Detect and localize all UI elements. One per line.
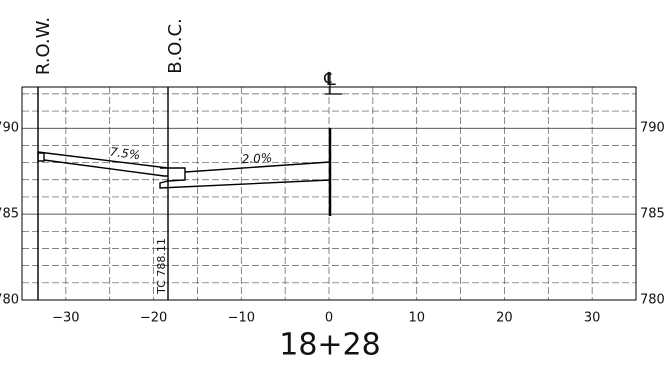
sidewalk-end	[37, 152, 45, 162]
x-tick-label: 10	[408, 311, 425, 326]
x-tick-label: −20	[140, 311, 167, 326]
sidewalk	[37, 151, 169, 177]
centerline-label: ℄	[323, 69, 336, 90]
x-tick-label: 0	[325, 311, 333, 326]
curb	[159, 167, 331, 189]
y-tick-label: 785	[640, 207, 665, 222]
row-label: R.O.W.	[33, 17, 54, 75]
frame	[21, 86, 637, 301]
slope-label: 2.0%	[241, 151, 272, 167]
y-tick-label: 790	[640, 121, 665, 136]
boc-label: B.O.C.	[165, 18, 186, 74]
x-tick-label: −10	[228, 311, 255, 326]
slope-label: 7.5%	[109, 145, 141, 163]
y-tick-label: 780	[0, 293, 19, 308]
x-tick-label: 20	[496, 311, 513, 326]
tc-label: TC 788.11	[155, 238, 168, 295]
y-tick-label: 780	[640, 293, 665, 308]
pavement	[184, 161, 331, 173]
y-tick-label: 785	[0, 207, 19, 222]
x-tick-label: 30	[584, 311, 601, 326]
x-tick-label: −30	[52, 311, 79, 326]
station-label: 18+28	[279, 328, 380, 363]
y-tick-label: 790	[0, 121, 19, 136]
